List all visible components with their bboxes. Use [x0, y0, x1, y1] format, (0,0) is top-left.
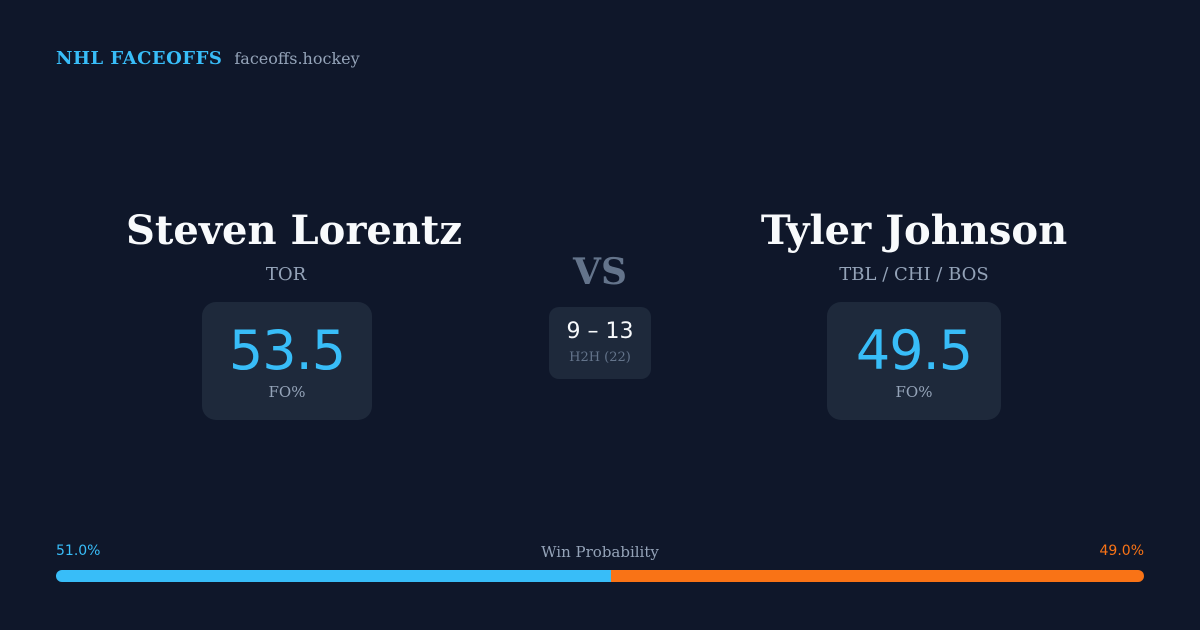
h2h-card: 9 – 13 H2H (22) — [549, 307, 651, 379]
player-right: Tyler Johnson TBL / CHI / BOS — [754, 205, 1074, 287]
vs-label: VS — [573, 251, 627, 293]
win-probability-right-value: 49.0% — [1099, 543, 1144, 559]
player-left-fo-card: 53.5 FO% — [202, 302, 372, 420]
brand-name: NHL FACEOFFS — [56, 48, 223, 69]
win-probability-title: Win Probability — [541, 543, 659, 561]
h2h-label: H2H (22) — [569, 350, 631, 365]
player-right-fo-label: FO% — [895, 383, 933, 401]
player-right-fo-card: 49.5 FO% — [827, 302, 1001, 420]
win-probability-right-fill — [610, 570, 1144, 582]
brand-url: faceoffs.hockey — [234, 49, 360, 68]
player-right-fo-value: 49.5 — [855, 319, 973, 382]
player-right-name: Tyler Johnson — [760, 207, 1068, 254]
player-left-name: Steven Lorentz — [126, 207, 463, 254]
win-probability-left-fill — [56, 570, 611, 582]
h2h-score: 9 – 13 — [566, 319, 634, 344]
player-right-team: TBL / CHI / BOS — [839, 264, 989, 285]
win-probability-bar — [56, 570, 1144, 582]
win-probability-left-value: 51.0% — [56, 543, 101, 559]
player-left-fo-label: FO% — [268, 383, 306, 401]
win-probability-labels: 51.0% Win Probability 49.0% — [56, 543, 1144, 563]
player-left-team: TOR — [265, 264, 307, 285]
player-left: Steven Lorentz TOR — [126, 205, 463, 287]
brand-header: NHL FACEOFFS faceoffs.hockey — [56, 48, 360, 69]
player-left-fo-value: 53.5 — [228, 319, 346, 382]
